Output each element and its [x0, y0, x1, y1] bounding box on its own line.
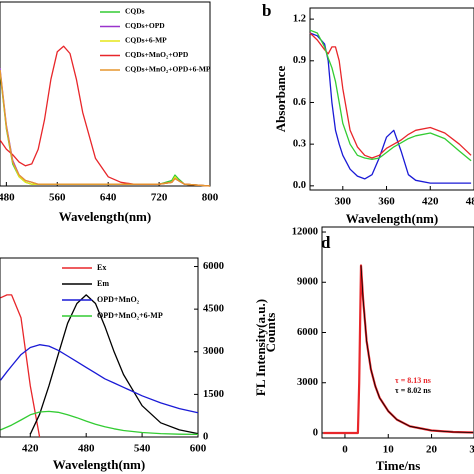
x-axis-label: Wavelength(nm): [346, 211, 438, 226]
legend-label: OPD+MnO₂: [97, 295, 140, 304]
y-axis-label: Absorbance: [273, 66, 288, 133]
data-line: [360, 265, 474, 433]
x-tick-label: 800: [202, 192, 219, 204]
x-tick-label: 480: [0, 192, 15, 204]
x-tick-label: 600: [190, 443, 207, 455]
x-tick-label: 10: [383, 444, 395, 456]
y-tick-label: 0.9: [293, 55, 306, 66]
data-line: [0, 344, 199, 414]
y-tick-label: 6000: [297, 327, 318, 338]
x-tick-label: 420: [422, 196, 439, 208]
y-tick-label: 0.6: [293, 97, 306, 108]
x-tick-label: 420: [22, 443, 39, 455]
y-tick-label: 0.0: [293, 180, 306, 191]
y-tick-label: 0: [313, 427, 318, 438]
x-tick-label: 20: [426, 444, 438, 456]
legend-label: Ex: [97, 263, 106, 272]
y-tick-label: 4500: [203, 304, 224, 315]
legend-label: CQDs+6-MP: [125, 36, 167, 45]
y-axis-label: Counts: [263, 313, 278, 353]
y-tick-label: 1.2: [293, 14, 306, 25]
x-tick-label: 0: [342, 444, 348, 456]
data-line: [0, 71, 211, 187]
x-tick-label: 480: [78, 443, 95, 455]
legend-label: CQDs: [125, 7, 145, 16]
legend-label: CQDs+MnO₂+OPD: [125, 50, 189, 59]
legend-label: CQDs+OPD: [125, 21, 165, 30]
panel-label: d: [321, 233, 331, 252]
y-axis-label: FL Intensity(a.u.): [253, 299, 268, 396]
x-tick-label: 640: [100, 192, 117, 204]
plot-frame: [309, 7, 474, 191]
legend-label: Em: [97, 279, 109, 288]
y-tick-label: 0.3: [293, 139, 306, 150]
annotation: τ = 8.02 ns: [395, 386, 431, 395]
x-tick-label: 540: [134, 443, 151, 455]
y-tick-label: 9000: [297, 277, 318, 288]
legend-label: OPD+MnO₂+6-MP: [97, 311, 163, 320]
data-line: [309, 29, 472, 162]
x-tick-label: 560: [49, 192, 66, 204]
data-line: [0, 70, 211, 187]
x-tick-label: 300: [335, 196, 352, 208]
x-tick-label: 30: [469, 444, 474, 456]
data-line: [323, 264, 474, 435]
data-line: [29, 294, 199, 435]
data-line: [0, 410, 199, 436]
y-tick-label: 3000: [297, 377, 318, 388]
data-line: [0, 294, 41, 438]
y-tick-label: 1500: [203, 389, 224, 400]
data-line: [0, 70, 211, 187]
y-tick-label: 12000: [292, 226, 318, 237]
plot-frame: [0, 257, 199, 438]
x-tick-label: 480: [466, 196, 474, 208]
x-axis-label: Time/ns: [376, 458, 421, 473]
annotation: τ = 8.13 ns: [395, 376, 431, 385]
legend-label: CQDs+MnO₂+OPD+6-MP: [125, 65, 211, 74]
data-line: [0, 68, 211, 187]
data-line: [309, 32, 472, 159]
x-tick-label: 720: [151, 192, 168, 204]
x-axis-label: Wavelength(nm): [59, 209, 151, 224]
data-line: [309, 32, 472, 184]
panel-label: b: [262, 1, 271, 20]
x-tick-label: 360: [378, 196, 395, 208]
x-axis-label: Wavelength(nm): [53, 457, 145, 472]
y-tick-label: 6000: [203, 261, 224, 272]
plot-frame: [321, 226, 474, 439]
y-tick-label: 3000: [203, 346, 224, 357]
plot-frame: [0, 1, 211, 187]
y-tick-label: 0: [203, 431, 208, 442]
